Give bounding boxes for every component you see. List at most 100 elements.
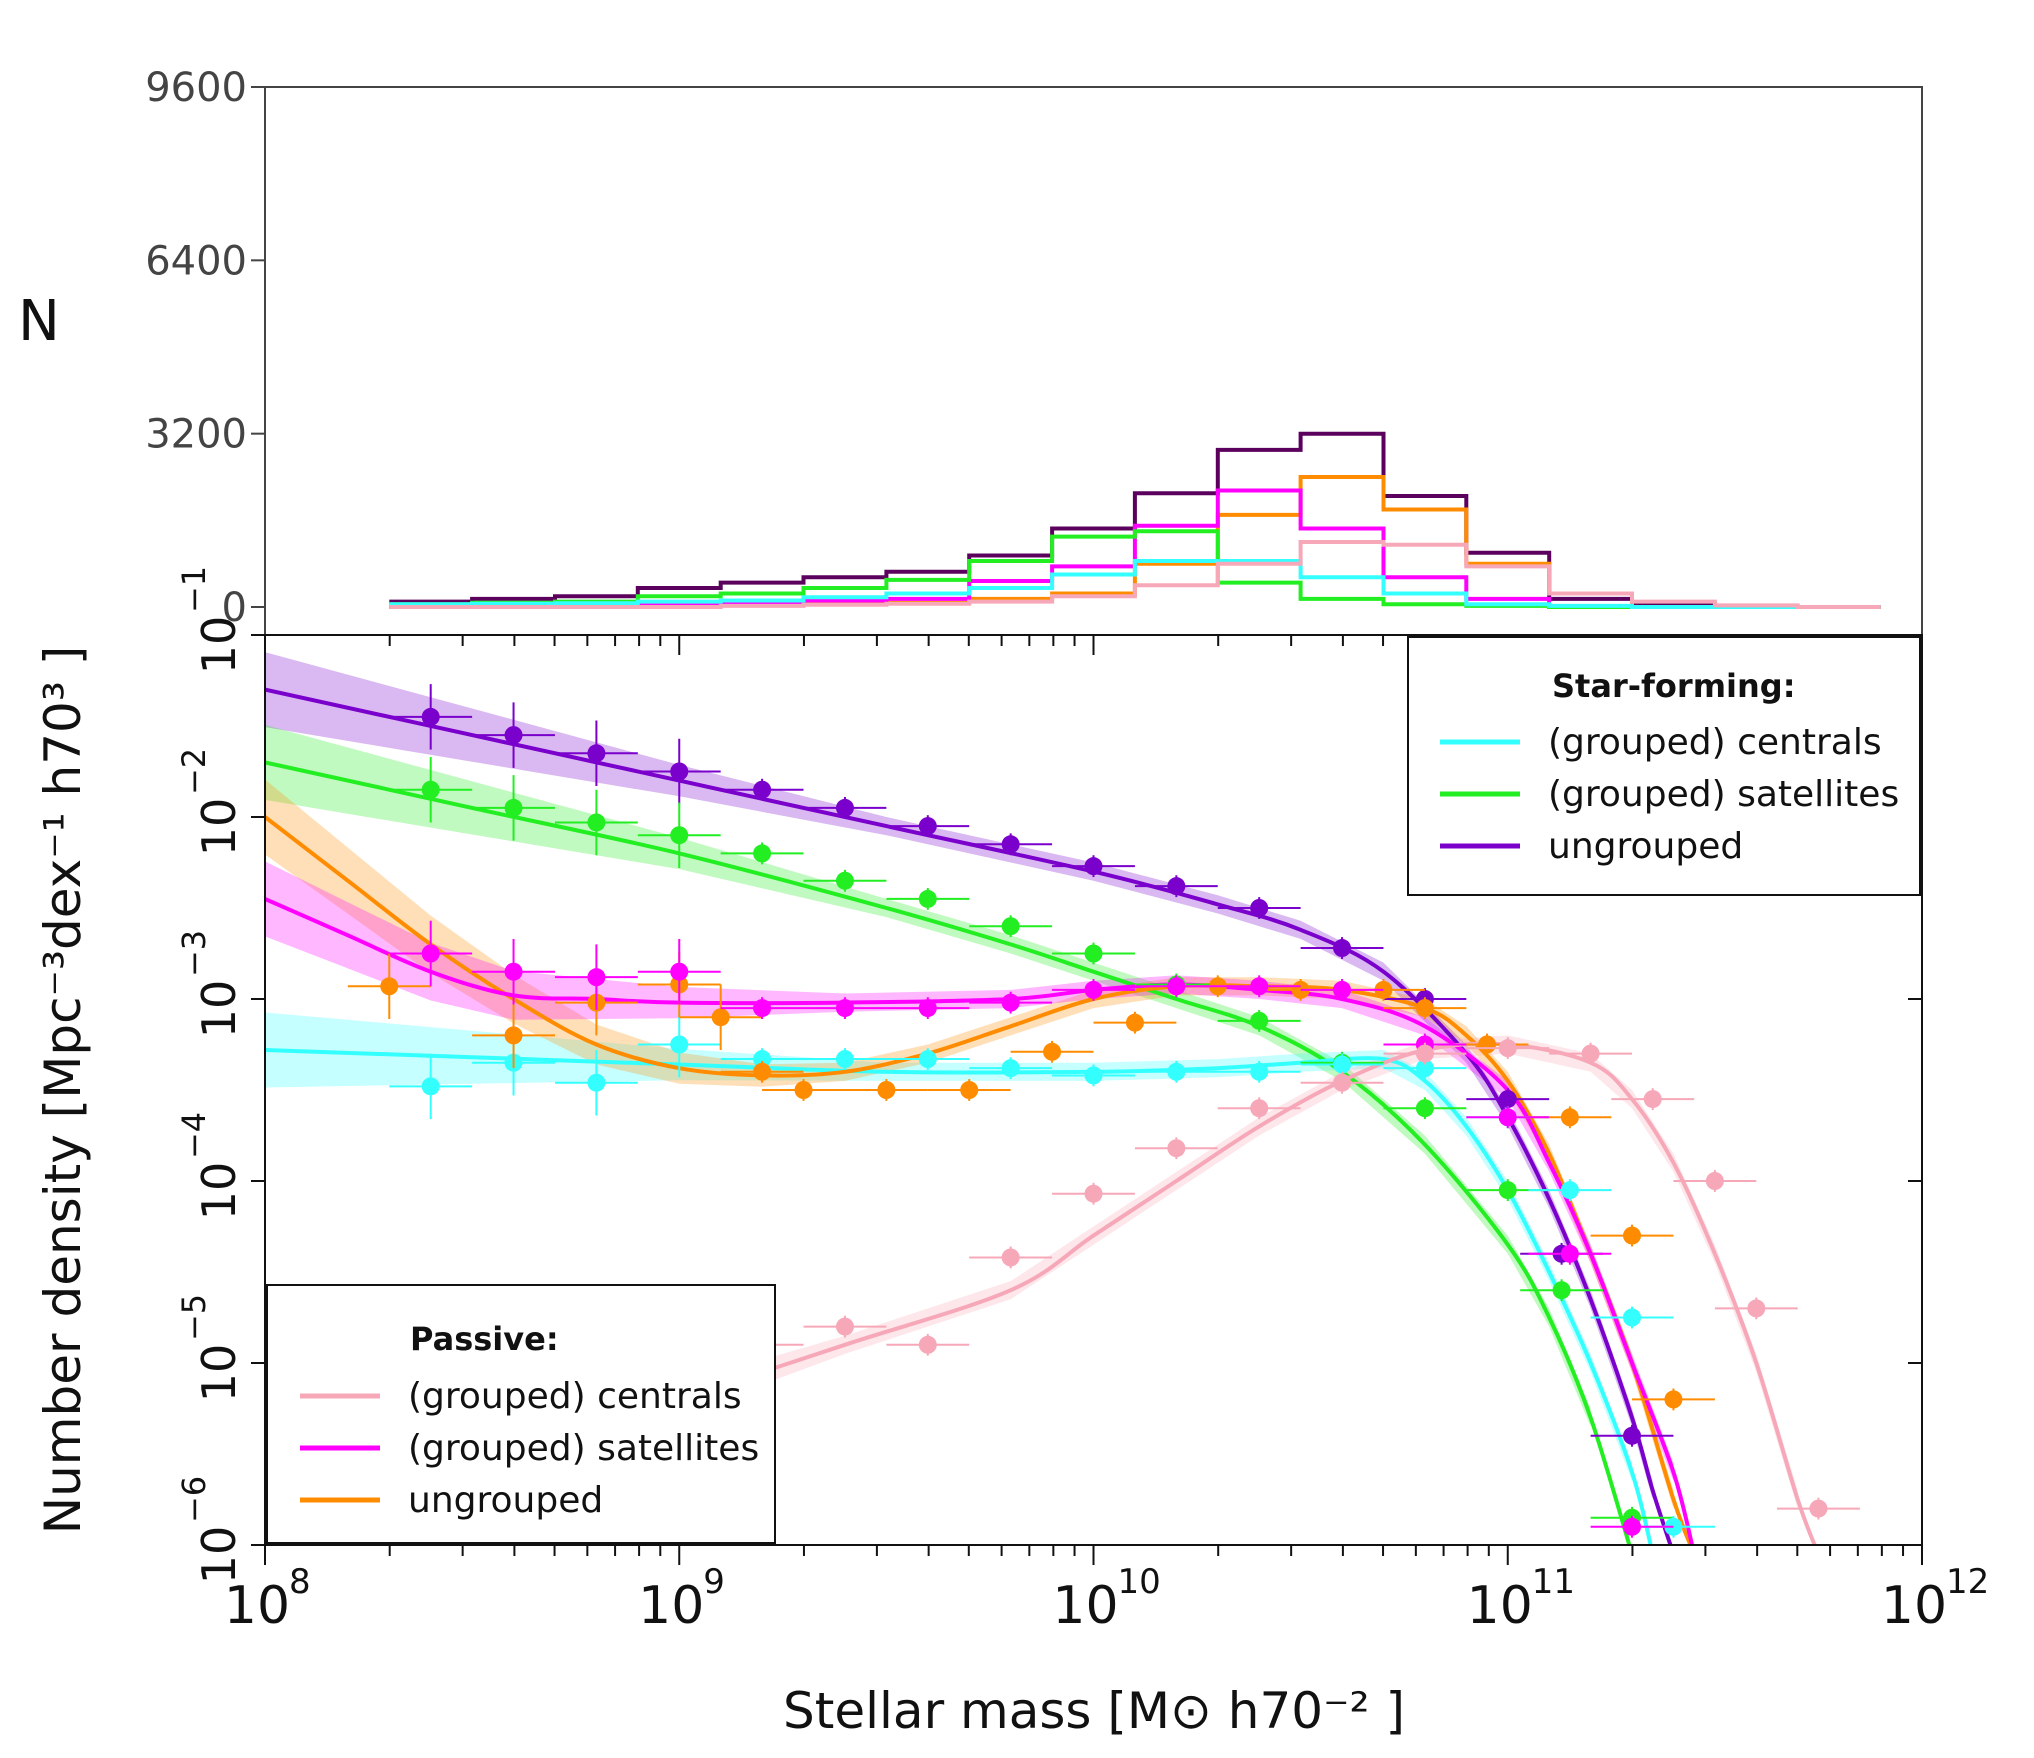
data-point <box>1052 855 1135 878</box>
fit-bands <box>265 652 1798 1509</box>
data-point <box>1093 1011 1177 1034</box>
xtick-label-exponent: 12 <box>1946 1562 1989 1602</box>
xtick-label-exponent: 8 <box>289 1562 311 1602</box>
data-point <box>1383 1042 1467 1065</box>
histogram-steps <box>389 431 1881 609</box>
data-point <box>1300 1053 1384 1076</box>
data-point <box>472 938 555 1005</box>
data-point <box>1590 1224 1674 1247</box>
data-point <box>1466 1106 1550 1129</box>
ytick-label-base: 10 <box>192 616 246 675</box>
xtick-label-exponent: 10 <box>1118 1562 1161 1602</box>
legend-star-forming: Star-forming: (grouped) centrals (grouped… <box>1407 636 1921 896</box>
ytick-label-base: 10 <box>192 1162 246 1221</box>
data-point <box>803 796 887 819</box>
ytick-label-exponent: −3 <box>175 930 213 977</box>
data-point <box>1590 1515 1674 1538</box>
data-point <box>1052 1064 1135 1087</box>
ytick-label: 10−1 <box>175 566 246 674</box>
xtick-label-exponent: 11 <box>1532 1562 1575 1602</box>
data-point <box>1217 897 1301 919</box>
data-point <box>554 1049 638 1116</box>
data-point <box>637 738 721 805</box>
data-point <box>1300 937 1384 959</box>
ytick-label-base: 10 <box>192 798 246 857</box>
data-point <box>1217 1097 1301 1120</box>
legend-label: ungrouped <box>408 1480 603 1521</box>
ytick-label: 10−2 <box>175 748 246 856</box>
data-point <box>1611 1088 1695 1111</box>
histogram-series <box>389 540 1881 609</box>
data-point <box>1134 875 1218 898</box>
data-point <box>969 833 1053 856</box>
data-point <box>1777 1497 1860 1520</box>
data-point <box>969 1057 1053 1080</box>
data-point <box>844 1079 928 1101</box>
ytick-label: 10−5 <box>175 1294 246 1402</box>
top-ylabel: N <box>18 289 60 354</box>
top-ytick-label: 0 <box>222 585 247 631</box>
data-point <box>1383 1057 1467 1080</box>
xtick-label: 10 <box>638 1576 704 1636</box>
top-panel: 9600 6400 3200 0 N <box>18 65 1923 636</box>
data-point <box>347 953 431 1020</box>
fit-band <box>265 652 1653 1500</box>
data-point <box>803 997 887 1020</box>
data-point <box>720 842 804 865</box>
data-point <box>1300 1071 1384 1094</box>
legend-sf-title: Star-forming: <box>1552 667 1795 705</box>
xtick-label: 10 <box>1881 1576 1947 1636</box>
data-point <box>969 915 1053 938</box>
legend-label: (grouped) centrals <box>1548 722 1882 763</box>
data-point <box>1528 1242 1612 1265</box>
top-ytick-label: 6400 <box>145 238 247 284</box>
ytick-label-base: 10 <box>192 980 246 1039</box>
data-point <box>679 984 763 1050</box>
fit-curve <box>265 760 1632 1545</box>
legend-label: (grouped) centrals <box>408 1376 742 1417</box>
ytick-label: 10−3 <box>175 930 246 1038</box>
legend-passive-entries: (grouped) centrals (grouped) satellites un… <box>300 1376 759 1521</box>
data-point <box>803 1048 887 1070</box>
legend-label: (grouped) satellites <box>1548 774 1899 815</box>
ytick-label: 10−6 <box>175 1476 246 1584</box>
histogram-series <box>389 559 1881 609</box>
data-point <box>720 1060 804 1083</box>
data-point <box>886 887 970 910</box>
data-point <box>1714 1297 1798 1320</box>
data-point <box>1466 1088 1550 1111</box>
data-point <box>1134 975 1218 998</box>
data-point <box>1010 1040 1094 1063</box>
legend-passive-title: Passive: <box>410 1320 559 1358</box>
data-point <box>1466 1037 1550 1060</box>
fit-band <box>265 1012 1632 1482</box>
ytick-label-exponent: −5 <box>175 1294 213 1341</box>
y-axis-label: Number density [Mpc⁻³dex⁻¹ h70³ ] <box>34 646 92 1535</box>
data-point <box>1052 1182 1135 1205</box>
data-point <box>1134 1137 1218 1160</box>
data-point <box>1134 1060 1218 1083</box>
data-point <box>720 778 804 801</box>
data-point <box>1383 997 1467 1020</box>
ytick-label-base: 10 <box>192 1344 246 1403</box>
top-panel-frame <box>264 86 1923 636</box>
ytick-label: 10−4 <box>175 1112 246 1220</box>
data-point <box>554 944 638 1010</box>
fit-band <box>265 861 1674 1482</box>
fit-curve <box>265 687 1673 1545</box>
data-point <box>389 1053 473 1120</box>
data-point <box>1300 978 1384 1001</box>
data-point <box>389 756 473 823</box>
data-point <box>969 1246 1053 1269</box>
data-point <box>886 815 970 838</box>
data-point <box>720 997 804 1020</box>
data-point <box>1590 1306 1674 1329</box>
data-point <box>1217 975 1301 998</box>
data-point <box>1673 1170 1757 1192</box>
data-point <box>472 1002 555 1069</box>
legend-sf-entries: (grouped) centrals (grouped) satellites un… <box>1440 722 1899 867</box>
ytick-label-base: 10 <box>192 1526 246 1585</box>
data-point <box>1383 1097 1467 1120</box>
data-point <box>637 1011 721 1078</box>
